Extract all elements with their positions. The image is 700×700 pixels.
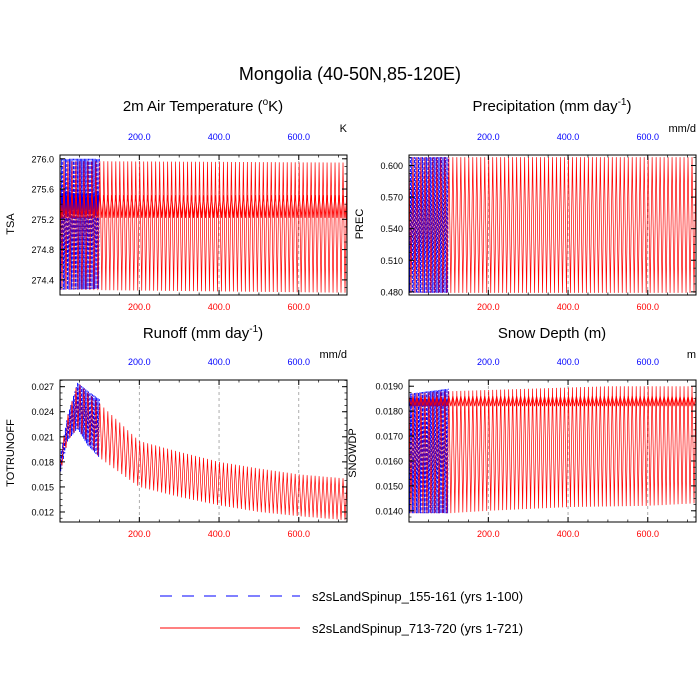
y-tick-label: 274.8 bbox=[31, 245, 54, 255]
y-tick-label: 0.015 bbox=[31, 482, 54, 492]
x-tick-label-top: 400.0 bbox=[208, 132, 231, 142]
x-tick-label-bottom: 400.0 bbox=[208, 529, 231, 539]
y-tick-label: 0.540 bbox=[380, 224, 403, 234]
units-label: mm/d bbox=[320, 349, 348, 361]
plot-area: 0.027 0.024 0.021 0.018 0.015 0.012 200.0 200.0… bbox=[31, 357, 348, 539]
y-tick-label: 0.0180 bbox=[375, 407, 403, 417]
series-line-red bbox=[59, 161, 348, 293]
units-label: K bbox=[340, 123, 348, 135]
y-tick-label: 275.6 bbox=[31, 185, 54, 195]
y-tick-label: 0.0150 bbox=[375, 481, 403, 491]
x-tick-label-top: 600.0 bbox=[637, 357, 660, 367]
y-tick-label: 0.600 bbox=[380, 161, 403, 171]
panel-title: Runoff (mm day-1) bbox=[143, 324, 263, 342]
x-tick-label-top: 600.0 bbox=[288, 132, 311, 142]
plot-frame bbox=[59, 154, 348, 296]
series-line-red bbox=[59, 384, 348, 521]
panel-air-temperature: 2m Air Temperature (oK) K TSA 276.0 275.6… bbox=[5, 97, 348, 312]
x-tick-label-bottom: 200.0 bbox=[128, 302, 151, 312]
panel-runoff: Runoff (mm day-1) mm/d TOTRUNOFF 0.0270.… bbox=[5, 324, 348, 539]
plot-frame bbox=[408, 379, 697, 523]
plot-area: 0.0190 0.0180 0.0170 0.0160 0.0150 0.0140 200.… bbox=[375, 357, 697, 539]
x-tick-label-bottom: 400.0 bbox=[208, 302, 231, 312]
series-band-red bbox=[59, 195, 348, 218]
x-tick-label-bottom: 600.0 bbox=[637, 529, 660, 539]
y-axis-label: PREC bbox=[354, 209, 366, 240]
panel-title: Snow Depth (m) bbox=[498, 325, 606, 342]
x-tick-label-top: 200.0 bbox=[128, 132, 151, 142]
x-tick-label-top: 400.0 bbox=[557, 357, 580, 367]
panel-precipitation: Precipitation (mm day-1) mm/d PREC 0.600… bbox=[354, 97, 697, 312]
x-tick-label-bottom: 600.0 bbox=[637, 302, 660, 312]
y-tick-label: 0.012 bbox=[31, 507, 54, 517]
plot-area: 276.0 275.6 275.2 274.8 274.4 200.0 200.0 400.0… bbox=[31, 132, 348, 312]
x-tick-label-bottom: 400.0 bbox=[557, 529, 580, 539]
legend-label-blue: s2sLandSpinup_155-161 (yrs 1-100) bbox=[312, 589, 523, 604]
y-tick-label: 0.024 bbox=[31, 407, 54, 417]
y-axis-label: TSA bbox=[5, 213, 17, 235]
y-tick-label: 0.027 bbox=[31, 382, 54, 392]
x-tick-label-bottom: 600.0 bbox=[288, 529, 311, 539]
plot-frame bbox=[59, 379, 348, 523]
x-tick-label-top: 200.0 bbox=[477, 132, 500, 142]
x-tick-label-top: 600.0 bbox=[288, 357, 311, 367]
x-tick-label-bottom: 600.0 bbox=[288, 302, 311, 312]
y-tick-label: 275.2 bbox=[31, 215, 54, 225]
x-tick-label-bottom: 200.0 bbox=[477, 302, 500, 312]
legend-label-red: s2sLandSpinup_713-720 (yrs 1-721) bbox=[312, 621, 523, 636]
y-tick-label: 0.0140 bbox=[375, 506, 403, 516]
x-tick-label-top: 200.0 bbox=[477, 357, 500, 367]
y-axis-label: TOTRUNOFF bbox=[5, 419, 17, 487]
y-tick-label: 0.021 bbox=[31, 432, 54, 442]
y-tick-label: 0.0160 bbox=[375, 456, 403, 466]
units-label: m bbox=[687, 349, 696, 361]
x-tick-label-bottom: 200.0 bbox=[477, 529, 500, 539]
figure-title: Mongolia (40-50N,85-120E) bbox=[239, 64, 461, 84]
legend: s2sLandSpinup_155-161 (yrs 1-100) s2sLan… bbox=[160, 589, 523, 636]
panel-snow-depth: Snow Depth (m) m SNOWDP 0.01900.01800.01… bbox=[347, 325, 697, 539]
x-tick-label-top: 600.0 bbox=[637, 132, 660, 142]
y-tick-label: 0.018 bbox=[31, 457, 54, 467]
x-tick-label-bottom: 200.0 bbox=[128, 529, 151, 539]
y-tick-label: 0.480 bbox=[380, 287, 403, 297]
x-tick-label-bottom: 400.0 bbox=[557, 302, 580, 312]
y-tick-label: 0.0170 bbox=[375, 432, 403, 442]
y-tick-label: 274.4 bbox=[31, 275, 54, 285]
plot-area: 0.600 0.570 0.540 0.510 0.480 200.0 200.0 400.0… bbox=[380, 132, 697, 312]
x-tick-label-top: 200.0 bbox=[128, 357, 151, 367]
y-tick-label: 276.0 bbox=[31, 154, 54, 164]
panel-title: 2m Air Temperature (oK) bbox=[123, 97, 283, 115]
y-tick-label: 0.510 bbox=[380, 256, 403, 266]
series-band-red bbox=[408, 396, 697, 407]
y-tick-label: 0.0190 bbox=[375, 382, 403, 392]
x-tick-label-top: 400.0 bbox=[557, 132, 580, 142]
x-tick-label-top: 400.0 bbox=[208, 357, 231, 367]
panel-title: Precipitation (mm day-1) bbox=[473, 97, 632, 115]
plot-frame bbox=[408, 154, 697, 296]
units-label: mm/d bbox=[669, 123, 697, 135]
series-line-red bbox=[408, 386, 697, 514]
y-axis-label: SNOWDP bbox=[347, 428, 359, 478]
y-tick-label: 0.570 bbox=[380, 193, 403, 203]
